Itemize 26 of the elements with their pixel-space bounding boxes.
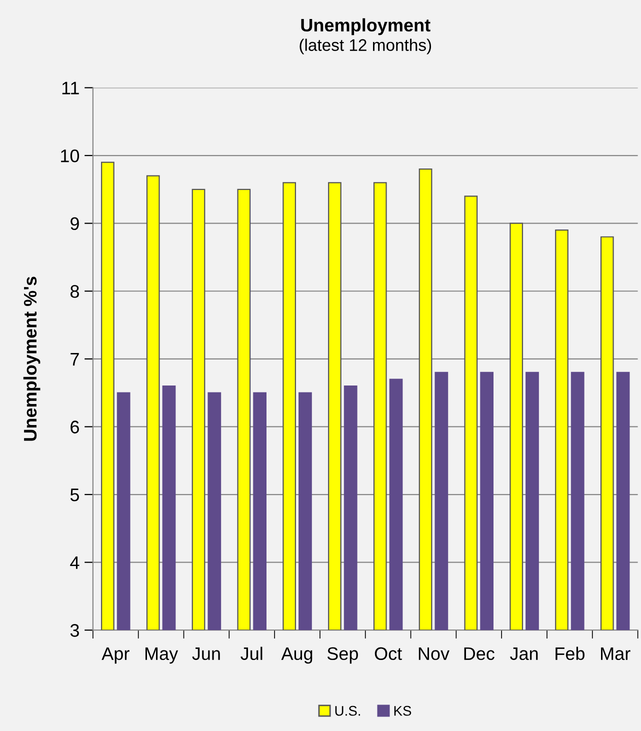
x-tick-label: Jan [510, 647, 538, 660]
y-tick-label: 5 [70, 488, 79, 502]
y-tick-label: 10 [61, 149, 80, 162]
y-tick-label: 6 [70, 420, 79, 434]
x-tick-label: Jun [192, 647, 220, 660]
x-tick-label: Mar [601, 647, 630, 660]
y-tick-label: 9 [70, 217, 79, 230]
y-tick-label: 3 [70, 624, 79, 637]
x-tick-label: Oct [374, 647, 402, 660]
x-tick-label: May [145, 647, 178, 664]
legend-label: U.S. [335, 706, 360, 716]
x-tick-label: Dec [464, 647, 494, 660]
y-tick-label: 11 [62, 82, 79, 94]
chart-title: Unemployment [301, 18, 430, 36]
x-tick-label: Sep [327, 647, 358, 664]
x-tick-label: Feb [556, 646, 584, 660]
chart-subtitle: (latest 12 months) [300, 38, 432, 54]
legend-label: KS [394, 706, 412, 716]
y-tick-label: 4 [70, 556, 80, 569]
x-tick-label: Apr [102, 647, 130, 664]
y-axis-title: Unemployment %'s [23, 276, 40, 441]
x-tick-label: Jul [240, 646, 262, 660]
x-tick-label: Aug [281, 647, 312, 664]
y-tick-label: 7 [70, 353, 79, 366]
x-tick-label: Nov [418, 647, 450, 660]
y-tick-label: 8 [70, 285, 79, 298]
